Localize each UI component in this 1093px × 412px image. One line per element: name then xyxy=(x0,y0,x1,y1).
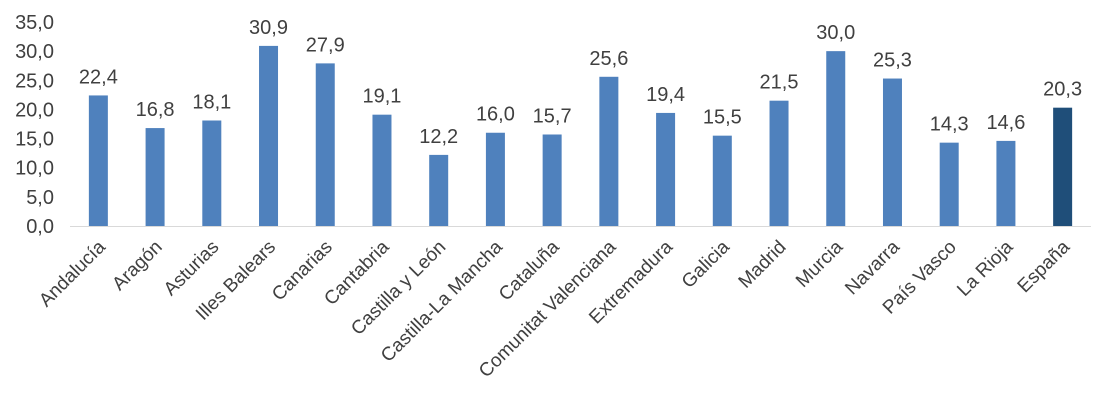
x-tick-label: Aragón xyxy=(108,237,166,295)
x-tick-label: Andalucía xyxy=(35,236,110,311)
y-tick-label: 5,0 xyxy=(26,187,54,209)
data-label: 18,1 xyxy=(192,92,231,114)
data-label: 25,3 xyxy=(873,50,912,72)
bar-pa-s-vasco xyxy=(939,142,959,226)
data-label: 19,4 xyxy=(646,84,685,106)
bar-illes-balears xyxy=(259,45,279,227)
bar-arag-n xyxy=(145,128,165,226)
bar-la-rioja xyxy=(996,140,1016,226)
data-label: 14,3 xyxy=(930,114,969,136)
y-tick-label: 0,0 xyxy=(26,216,54,238)
bar-catalu-a xyxy=(542,134,562,226)
y-axis: 0,0 5,0 10,0 15,0 20,0 25,0 30,0 35,0 xyxy=(15,12,54,238)
data-label: 15,5 xyxy=(703,107,742,129)
x-tick-label: La Rioja xyxy=(953,236,1017,300)
bar-navarra xyxy=(882,78,902,226)
data-label: 19,1 xyxy=(363,86,402,108)
x-tick-label: Murcia xyxy=(792,236,847,291)
x-tick-label: Galicia xyxy=(678,236,734,292)
bar-galicia xyxy=(712,135,732,226)
data-label: 16,0 xyxy=(476,104,515,126)
bar-murcia xyxy=(826,51,846,227)
data-label: 27,9 xyxy=(306,34,345,56)
data-label: 16,8 xyxy=(136,99,175,121)
bars xyxy=(88,45,1073,227)
y-tick-label: 15,0 xyxy=(15,129,54,151)
data-label: 20,3 xyxy=(1043,79,1082,101)
bar-espa-a xyxy=(1053,107,1073,226)
x-tick-label: España xyxy=(1014,236,1075,297)
data-labels: 22,4 16,8 18,1 30,9 27,9 19,1 12,2 16,0 15,7 25,6… xyxy=(79,17,1082,148)
bar-asturias xyxy=(202,120,222,226)
data-label: 14,6 xyxy=(986,112,1025,134)
y-tick-label: 20,0 xyxy=(15,99,54,121)
y-tick-label: 25,0 xyxy=(15,70,54,92)
bar-castilla-la-mancha xyxy=(485,132,505,226)
data-label: 21,5 xyxy=(760,72,799,94)
data-label: 22,4 xyxy=(79,66,118,88)
data-label: 12,2 xyxy=(419,126,458,148)
x-tick-label: Madrid xyxy=(735,237,791,293)
bar-extremadura xyxy=(656,112,676,226)
bar-canarias xyxy=(315,63,335,226)
bar-andaluc-a xyxy=(88,95,108,226)
y-tick-label: 35,0 xyxy=(15,12,54,34)
data-label: 30,9 xyxy=(249,17,288,39)
bar-comunitat-valenciana xyxy=(599,76,619,226)
data-label: 25,6 xyxy=(589,48,628,70)
y-tick-label: 30,0 xyxy=(15,41,54,63)
data-label: 15,7 xyxy=(533,105,572,127)
y-tick-label: 10,0 xyxy=(15,158,54,180)
data-label: 30,0 xyxy=(816,22,855,44)
bar-castilla-y-le-n xyxy=(429,154,449,226)
bar-madrid xyxy=(769,100,789,226)
bar-cantabria xyxy=(372,114,392,226)
